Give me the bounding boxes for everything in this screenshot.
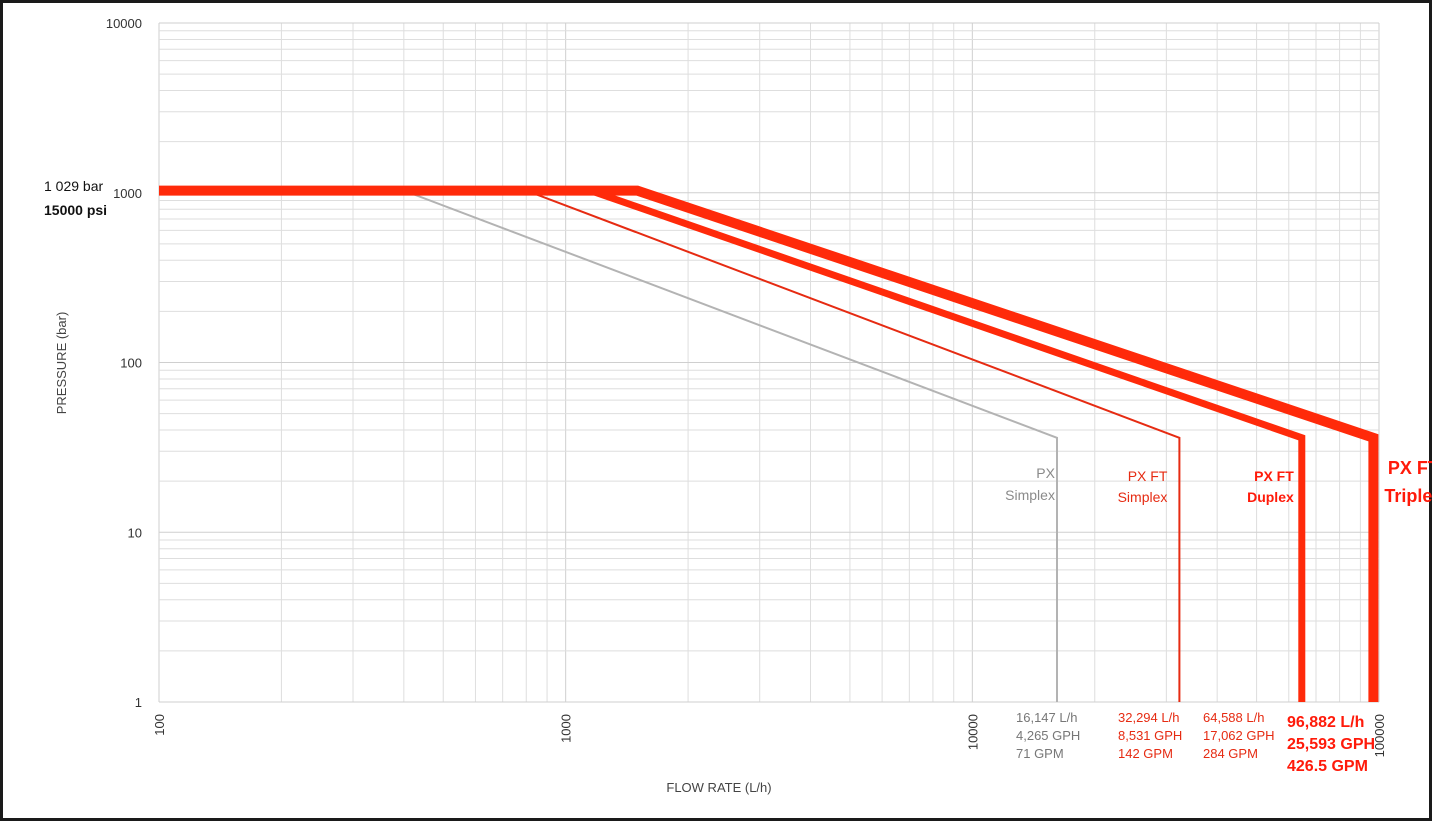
y-tick-label: 10 bbox=[128, 525, 142, 540]
series-label-2: PX FT bbox=[1128, 468, 1168, 484]
series-label-1: Simplex bbox=[1005, 487, 1055, 503]
series-label-3: Duplex bbox=[1247, 489, 1294, 505]
series-label-4: Triplex bbox=[1384, 486, 1432, 506]
y-tick-label: 1 bbox=[135, 695, 142, 710]
capacity-label-1: 71 GPM bbox=[1016, 746, 1064, 761]
x-tick-label: 1000 bbox=[559, 714, 574, 743]
y-axis-label: PRESSURE (bar) bbox=[54, 312, 69, 415]
y-tick-label: 10000 bbox=[106, 16, 142, 31]
x-tick-label: 100000 bbox=[1372, 714, 1387, 757]
capacity-label-4: 426.5 GPM bbox=[1287, 758, 1368, 775]
capacity-label-3: 284 GPM bbox=[1203, 746, 1258, 761]
series-label-2: Simplex bbox=[1118, 489, 1168, 505]
capacity-label-2: 8,531 GPH bbox=[1118, 728, 1182, 743]
series-line-1 bbox=[159, 189, 1058, 702]
capacity-labels: 16,147 L/h 4,265 GPH 71 GPM 32,294 L/h 8,531… bbox=[1016, 710, 1375, 775]
capacity-label-1: 16,147 L/h bbox=[1016, 710, 1077, 725]
capacity-label-4: 96,882 L/h bbox=[1287, 714, 1364, 731]
x-tick-label: 10000 bbox=[965, 714, 980, 750]
series-line-2 bbox=[159, 189, 1181, 702]
ticks-layer: 1 10 100 1000 10000 100 1000 10000 100000 bbox=[106, 16, 1387, 757]
capacity-label-3: 64,588 L/h bbox=[1203, 710, 1264, 725]
capacity-label-1: 4,265 GPH bbox=[1016, 728, 1080, 743]
y-tick-label: 1000 bbox=[113, 186, 142, 201]
series-labels: PX Simplex PX FT Simplex PX FT Duplex PX FT Tri… bbox=[1005, 458, 1432, 506]
y-tick-label: 100 bbox=[120, 356, 142, 371]
x-axis-label: FLOW RATE (L/h) bbox=[666, 780, 771, 795]
grid-layer bbox=[158, 22, 1380, 703]
capacity-label-2: 32,294 L/h bbox=[1118, 710, 1179, 725]
x-tick-label: 100 bbox=[152, 714, 167, 736]
capacity-label-4: 25,593 GPH bbox=[1287, 736, 1375, 753]
max-pressure-psi-label: 15000 psi bbox=[44, 202, 107, 218]
capacity-label-2: 142 GPM bbox=[1118, 746, 1173, 761]
series-label-1: PX bbox=[1036, 465, 1055, 481]
series-label-3: PX FT bbox=[1254, 468, 1294, 484]
series-label-4: PX FT bbox=[1388, 458, 1432, 478]
series-line-4 bbox=[159, 185, 1379, 702]
series-layer bbox=[159, 185, 1379, 702]
max-pressure-bar-label: 1 029 bar bbox=[44, 178, 103, 194]
capacity-label-3: 17,062 GPH bbox=[1203, 728, 1275, 743]
